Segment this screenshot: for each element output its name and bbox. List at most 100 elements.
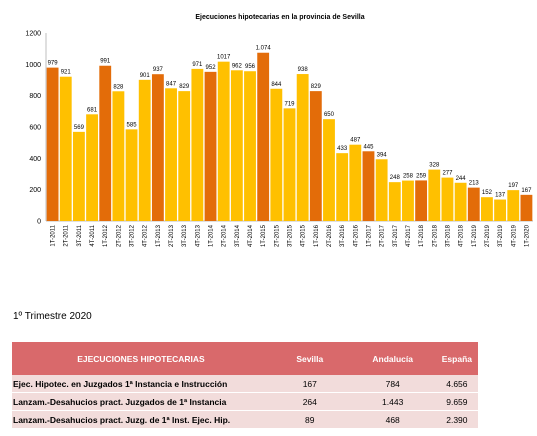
bar [99, 65, 112, 222]
bar [257, 52, 270, 221]
bar-value-label: 259 [416, 173, 427, 179]
bar [46, 67, 59, 222]
bar [441, 177, 454, 221]
x-tick-label: 1T-2019 [472, 224, 478, 247]
bar [125, 129, 138, 221]
x-tick-label: 1T-2013 [156, 224, 162, 247]
bar [520, 194, 533, 221]
table-row: Ejec. Hipotec. en Juzgados 1ª Instancia … [12, 375, 478, 393]
bar [494, 199, 507, 221]
x-tick-label: 4T-2013 [195, 224, 201, 247]
cell-espana: 9.659 [435, 392, 478, 411]
bar [178, 91, 191, 222]
x-tick-label: 4T-2018 [459, 224, 465, 247]
x-tick-label: 1T-2017 [366, 224, 372, 247]
x-tick-label: 3T-2016 [340, 224, 346, 247]
x-tick-label: 2T-2015 [274, 224, 280, 247]
row-label: Lanzam.-Desahucios pract. Juzg. de 1ª In… [12, 410, 270, 429]
bar [230, 70, 243, 221]
bar [402, 180, 414, 221]
bar [165, 88, 177, 221]
bar [244, 71, 256, 221]
x-tick-label: 4T-2011 [90, 224, 96, 246]
x-tick-label: 3T-2017 [393, 224, 399, 247]
y-tick-label: 0 [37, 219, 41, 226]
x-tick-label: 1T-2011 [51, 224, 57, 246]
x-tick-label: 2T-2018 [432, 224, 438, 247]
x-tick-label: 4T-2019 [511, 224, 517, 247]
bar-value-label: 152 [482, 190, 493, 196]
x-tick-label: 1T-2016 [314, 224, 320, 247]
x-tick-label: 4T-2015 [301, 224, 307, 247]
bar-value-label: 585 [127, 122, 138, 128]
section-title: 1º Trimestre 2020 [13, 311, 92, 322]
bar [323, 119, 335, 221]
bar-value-label: 719 [284, 101, 295, 107]
x-tick-label: 1T-2014 [209, 224, 215, 247]
x-tick-label: 3T-2012 [130, 224, 136, 247]
bar [507, 190, 520, 221]
bar [481, 197, 493, 221]
x-tick-label: 4T-2014 [248, 224, 254, 247]
bar-chart: Ejecuciones hipotecarias en la provincia… [25, 14, 533, 247]
bar-value-label: 829 [311, 84, 322, 90]
x-tick-label: 3T-2019 [498, 224, 504, 247]
bar-value-label: 829 [179, 84, 190, 90]
cell-sevilla: 89 [269, 410, 350, 429]
chart-title: Ejecuciones hipotecarias en la provincia… [195, 14, 364, 21]
bar-value-label: 277 [442, 171, 453, 177]
cell-espana: 2.390 [435, 410, 478, 429]
bar [375, 159, 388, 221]
bar-value-label: 433 [337, 146, 348, 152]
bar-value-label: 328 [429, 163, 440, 169]
row-label: Lanzam.-Desahucios pract. Juzgados de 1ª… [12, 392, 270, 411]
bar-value-label: 213 [469, 181, 480, 187]
bar [296, 74, 309, 221]
x-tick-label: 2T-2011 [64, 224, 70, 246]
bar-value-label: 244 [456, 176, 467, 182]
bar-value-label: 681 [87, 107, 98, 113]
bar-value-label: 937 [153, 67, 164, 73]
y-tick-label: 400 [29, 156, 41, 163]
x-tick-label: 1T-2018 [419, 224, 425, 247]
cell-andalucia: 1.443 [349, 392, 436, 411]
bar [151, 74, 164, 221]
bar [336, 153, 349, 221]
bar [415, 180, 428, 221]
bar [309, 91, 322, 222]
x-tick-label: 1T-2020 [524, 224, 530, 247]
x-tick-label: 4T-2016 [353, 224, 359, 247]
x-tick-label: 2T-2019 [485, 224, 491, 247]
bar-value-label: 938 [298, 67, 309, 73]
bar-value-label: 569 [74, 125, 85, 131]
bar-value-label: 844 [271, 82, 282, 88]
bar-value-label: 921 [61, 70, 72, 76]
y-tick-label: 1000 [25, 62, 41, 69]
bar-value-label: 258 [403, 174, 414, 180]
bar-value-label: 445 [363, 144, 374, 150]
x-tick-label: 3T-2018 [445, 224, 451, 247]
table-row: Lanzam.-Desahucios pract. Juzg. de 1ª In… [12, 410, 478, 429]
bar [138, 79, 151, 221]
bar-value-label: 394 [377, 152, 388, 158]
bar-value-label: 956 [245, 64, 256, 70]
bar [283, 108, 296, 221]
bar-value-label: 828 [113, 84, 124, 90]
bar [72, 131, 85, 221]
bar-value-label: 901 [140, 73, 151, 79]
bar [349, 144, 362, 221]
row-label: Ejec. Hipotec. en Juzgados 1ª Instancia … [12, 375, 270, 393]
bar [467, 187, 480, 221]
table-header-cell: España [435, 342, 478, 375]
bar [270, 88, 283, 222]
y-tick-label: 600 [29, 125, 41, 132]
x-tick-label: 2T-2017 [380, 224, 386, 247]
x-tick-label: 3T-2011 [77, 224, 83, 246]
x-tick-label: 3T-2013 [182, 224, 188, 247]
bar-value-label: 248 [390, 175, 401, 181]
bar-value-label: 1.074 [256, 46, 272, 52]
bar-value-label: 650 [324, 112, 335, 118]
table-row: Lanzam.-Desahucios pract. Juzgados de 1ª… [12, 392, 478, 411]
bar-value-label: 197 [508, 183, 519, 189]
table-header-cell: Sevilla [269, 342, 350, 375]
